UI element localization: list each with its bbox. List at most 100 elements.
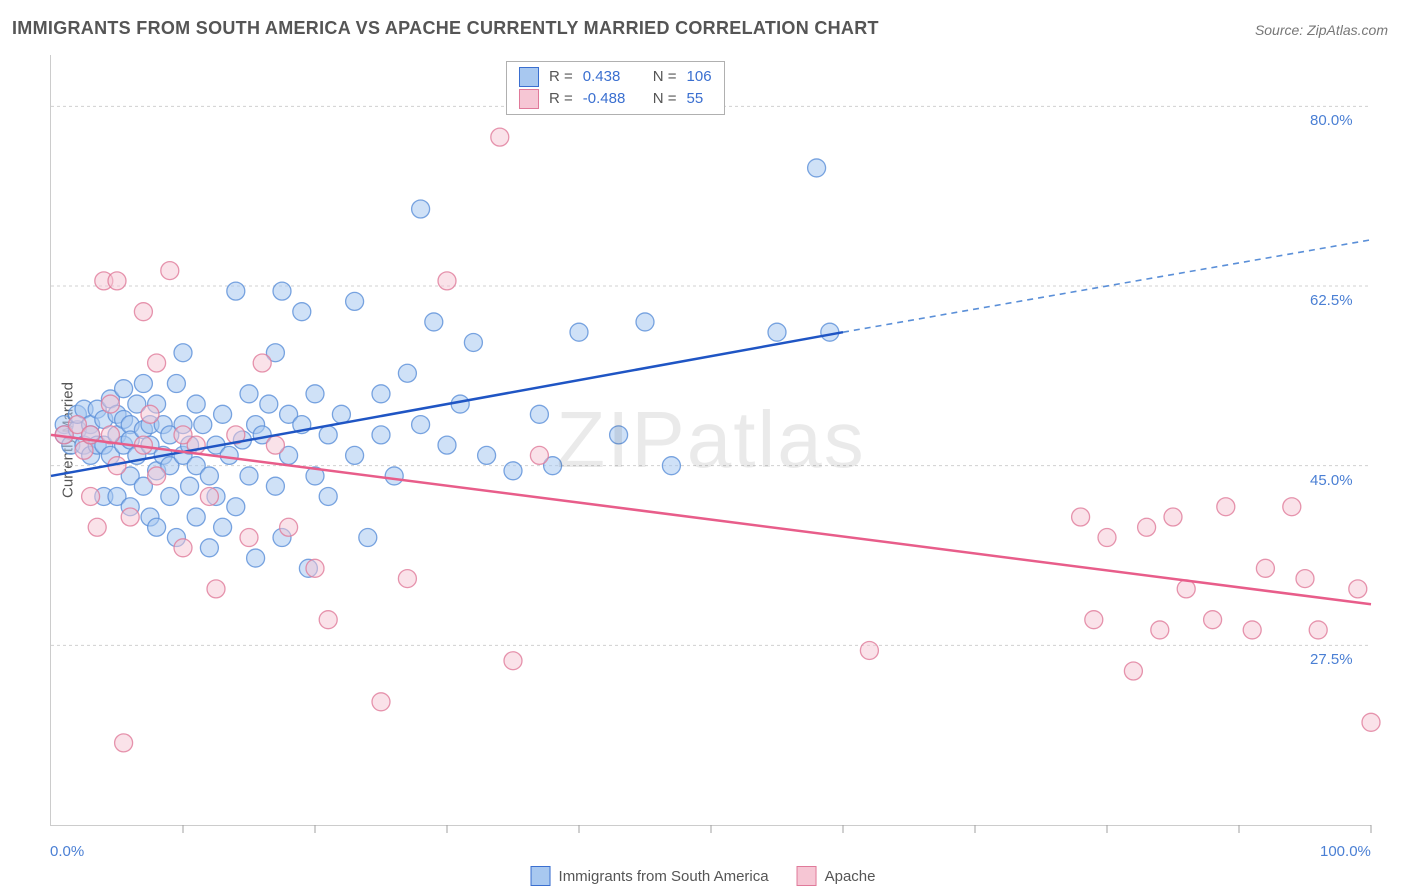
scatter-point [491,128,509,146]
plot-area: ZIPatlas R = 0.438N = 106R = -0.488N = 5… [50,55,1371,826]
y-tick-label: 62.5% [1310,292,1353,309]
scatter-point [134,375,152,393]
legend-r-value: 0.438 [583,66,643,88]
scatter-point [148,467,166,485]
scatter-point [214,405,232,423]
legend-swatch [519,89,539,109]
legend-label: Apache [825,868,876,885]
scatter-point [1124,662,1142,680]
scatter-point [240,529,258,547]
scatter-point [319,487,337,505]
scatter-point [398,364,416,382]
scatter-point [346,446,364,464]
scatter-point [207,580,225,598]
scatter-point [1072,508,1090,526]
legend-swatch [531,866,551,886]
scatter-point [438,272,456,290]
scatter-point [214,518,232,536]
y-tick-label: 45.0% [1310,472,1353,489]
scatter-point [115,380,133,398]
scatter-point [1283,498,1301,516]
scatter-point [438,436,456,454]
legend-bottom: Immigrants from South America Apache [531,866,876,886]
scatter-point [372,693,390,711]
scatter-point [1204,611,1222,629]
scatter-point [319,426,337,444]
scatter-point [1243,621,1261,639]
legend-label: Immigrants from South America [559,868,769,885]
scatter-point [273,282,291,300]
scatter-point [174,539,192,557]
scatter-point [266,436,284,454]
scatter-point [504,462,522,480]
scatter-point [1085,611,1103,629]
scatter-point [121,508,139,526]
plot-svg [51,55,1371,825]
scatter-point [141,405,159,423]
scatter-point [247,549,265,567]
legend-stats: R = 0.438N = 106R = -0.488N = 55 [506,61,725,115]
scatter-point [1362,713,1380,731]
scatter-point [194,416,212,434]
scatter-point [530,405,548,423]
chart-title: IMMIGRANTS FROM SOUTH AMERICA VS APACHE … [12,18,879,39]
scatter-point [372,385,390,403]
legend-r-label: R = [549,66,573,88]
legend-swatch [519,67,539,87]
scatter-point [227,282,245,300]
scatter-point [200,539,218,557]
scatter-point [200,467,218,485]
scatter-point [82,487,100,505]
legend-r-label: R = [549,88,573,110]
scatter-point [148,518,166,536]
scatter-point [148,354,166,372]
scatter-point [220,446,238,464]
scatter-point [768,323,786,341]
scatter-point [478,446,496,464]
scatter-point [610,426,628,444]
scatter-point [200,487,218,505]
scatter-point [306,385,324,403]
scatter-point [1151,621,1169,639]
scatter-point [253,354,271,372]
scatter-point [108,272,126,290]
scatter-point [260,395,278,413]
scatter-point [1349,580,1367,598]
scatter-point [1164,508,1182,526]
scatter-point [227,498,245,516]
scatter-point [167,375,185,393]
scatter-point [662,457,680,475]
scatter-point [412,200,430,218]
scatter-point [385,467,403,485]
y-tick-label: 80.0% [1310,112,1353,129]
scatter-point [187,395,205,413]
scatter-point [332,405,350,423]
scatter-point [860,641,878,659]
y-tick-label: 27.5% [1310,651,1353,668]
scatter-point [530,446,548,464]
scatter-point [306,559,324,577]
scatter-point [115,734,133,752]
legend-n-label: N = [653,88,677,110]
scatter-point [412,416,430,434]
scatter-point [1217,498,1235,516]
scatter-point [1138,518,1156,536]
legend-n-label: N = [653,66,677,88]
source-credit: Source: ZipAtlas.com [1255,22,1388,38]
scatter-point [346,292,364,310]
scatter-point [101,395,119,413]
scatter-point [425,313,443,331]
scatter-point [161,262,179,280]
scatter-point [266,477,284,495]
scatter-point [398,570,416,588]
legend-stats-row: R = 0.438N = 106 [519,66,712,88]
scatter-point [1098,529,1116,547]
scatter-point [808,159,826,177]
scatter-point [570,323,588,341]
scatter-point [372,426,390,444]
legend-item: Immigrants from South America [531,866,769,886]
scatter-point [240,385,258,403]
source-name: ZipAtlas.com [1307,22,1388,38]
legend-item: Apache [797,866,876,886]
scatter-point [280,518,298,536]
